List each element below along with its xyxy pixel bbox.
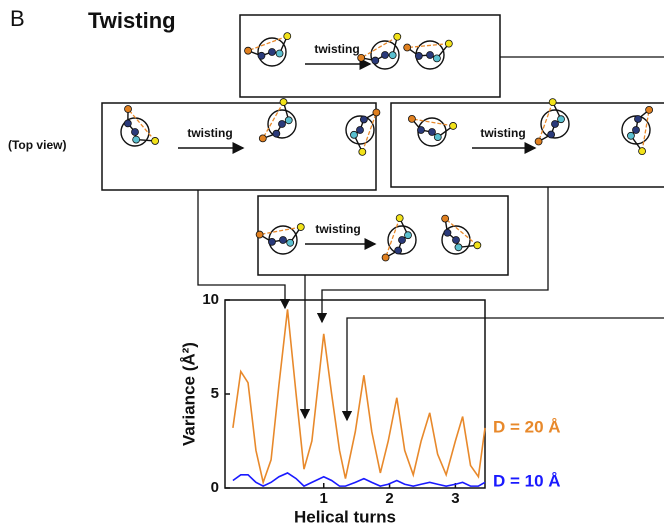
icon-atom [152, 137, 159, 144]
icon-atom [627, 132, 634, 139]
icon-atom [284, 33, 291, 40]
arrow-label: twisting [314, 42, 359, 56]
icon-atom [404, 44, 411, 51]
icon-atom [427, 52, 434, 59]
arrow-label: twisting [480, 126, 525, 140]
icon-atom [373, 109, 380, 116]
y-tick-label: 0 [211, 479, 219, 496]
icon-atom [359, 148, 366, 155]
icon-atom [633, 127, 640, 134]
x-tick-label: 1 [320, 490, 328, 507]
icon-atom [639, 148, 646, 155]
series-line [233, 309, 485, 482]
icon-atom [453, 237, 460, 244]
y-tick-label: 10 [202, 291, 219, 308]
icon-atom [646, 106, 653, 113]
icon-atom [285, 117, 292, 124]
arrow-label: twisting [187, 126, 232, 140]
icon-atom [634, 115, 641, 122]
icon-atom [256, 231, 263, 238]
icon-atom [280, 99, 287, 106]
panel-label: B [10, 6, 25, 31]
series-label: D = 20 Å [493, 417, 561, 436]
icon-atom [548, 131, 555, 138]
y-tick-label: 5 [211, 385, 219, 402]
icon-atom [549, 99, 556, 106]
y-axis-label: Variance (Å²) [179, 342, 198, 446]
icon-atom [396, 215, 403, 222]
diagram-box [102, 103, 376, 190]
figure: B Twisting (Top view) twisting twisting … [0, 0, 664, 527]
icon-atom [444, 229, 451, 236]
icon-atom [389, 52, 396, 59]
icon-atom [434, 134, 441, 141]
icon-atom [535, 138, 542, 145]
icon-atom [287, 239, 294, 246]
icon-atom [268, 238, 275, 245]
icon-atom [276, 50, 283, 57]
icon-atom [442, 215, 449, 222]
plot-frame [225, 300, 485, 488]
icon-atom [433, 55, 440, 62]
x-tick-label: 3 [451, 490, 459, 507]
icon-atom [259, 135, 266, 142]
icon-atom [405, 232, 412, 239]
icon-atom [258, 52, 265, 59]
icon-atom [132, 129, 139, 136]
icon-atom [417, 127, 424, 134]
icon-atom [245, 47, 252, 54]
icon-atom [133, 136, 140, 143]
icon-atom [399, 237, 406, 244]
icon-atom [474, 242, 481, 249]
icon-atom [280, 237, 287, 244]
icon-atom [445, 40, 452, 47]
series-line [233, 473, 485, 486]
icon-atom [382, 254, 389, 261]
icon-atom [395, 247, 402, 254]
icon-atom [279, 121, 286, 128]
icon-atom [269, 49, 276, 56]
icon-atom [297, 224, 304, 231]
diagram-box [391, 103, 664, 187]
icon-atom [429, 129, 436, 136]
x-axis-label: Helical turns [294, 507, 396, 526]
icon-atom [450, 122, 457, 129]
x-tick-label: 2 [385, 490, 393, 507]
panel-title: Twisting [88, 8, 176, 33]
icon-atom [360, 116, 367, 123]
icon-atom [350, 131, 357, 138]
icon-atom [415, 52, 422, 59]
icon-atom [394, 33, 401, 40]
icon-atom [382, 52, 389, 59]
icon-atom [357, 127, 364, 134]
icon-atom [552, 121, 559, 128]
icon-atom [372, 57, 379, 64]
icon-atom [125, 106, 132, 113]
view-label: (Top view) [8, 138, 66, 152]
icon-atom [358, 54, 365, 61]
icon-atom [408, 115, 415, 122]
icon-atom [273, 130, 280, 137]
icon-atom [124, 120, 131, 127]
arrow-label: twisting [315, 222, 360, 236]
series-label: D = 10 Å [493, 471, 561, 490]
icon-atom [558, 116, 565, 123]
icon-atom [455, 244, 462, 251]
